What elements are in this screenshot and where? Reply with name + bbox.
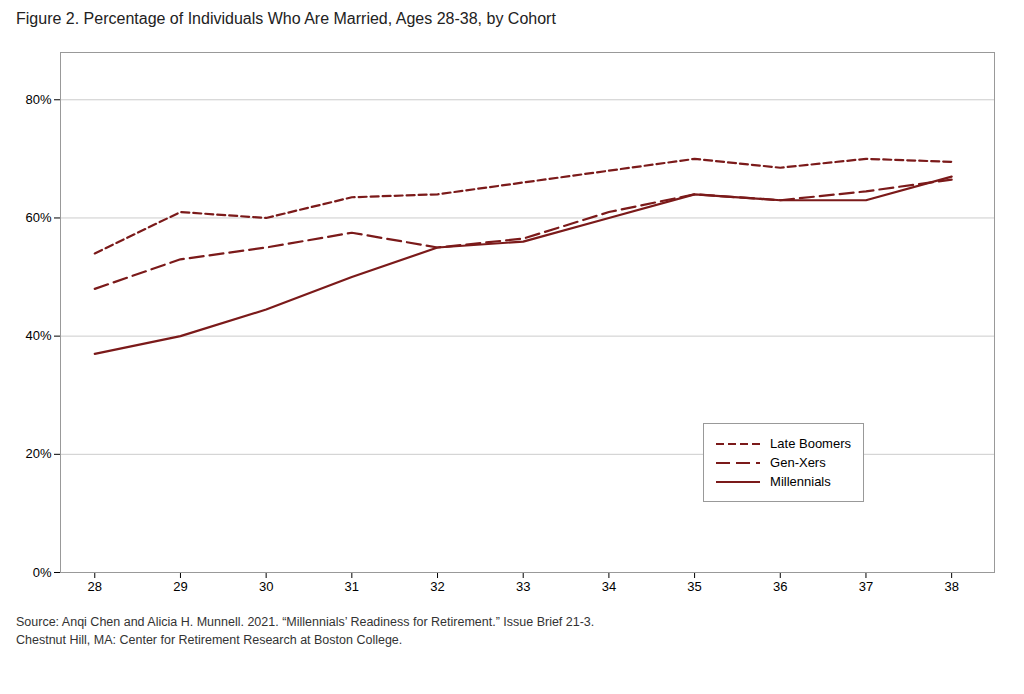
svg-text:31: 31 — [345, 579, 359, 594]
svg-text:38: 38 — [944, 579, 958, 594]
svg-text:40%: 40% — [25, 328, 51, 343]
svg-text:29: 29 — [173, 579, 187, 594]
svg-text:0%: 0% — [33, 565, 52, 580]
html-text:Figure 2. Percentage of Indivi: Figure 2. Percentage of Individuals Who … — [16, 10, 556, 27]
svg-text:28: 28 — [88, 579, 102, 594]
svg-text:37: 37 — [859, 579, 873, 594]
svg-text:34: 34 — [602, 579, 616, 594]
svg-text:36: 36 — [773, 579, 787, 594]
html-text:Chestnut Hill, MA: Center for: Chestnut Hill, MA: Center for Retirement… — [16, 632, 403, 647]
html-text:Millennials: Millennials — [770, 474, 831, 489]
svg-text:33: 33 — [516, 579, 530, 594]
html-text:Gen-Xers: Gen-Xers — [770, 455, 826, 470]
svg-text:20%: 20% — [25, 446, 51, 461]
svg-text:60%: 60% — [25, 210, 51, 225]
svg-text:30: 30 — [259, 579, 273, 594]
html-text:Late Boomers: Late Boomers — [770, 436, 851, 451]
svg-text:32: 32 — [430, 579, 444, 594]
html-text:Source: Anqi Chen and Alicia H: Source: Anqi Chen and Alicia H. Munnell.… — [16, 615, 595, 629]
svg-text:80%: 80% — [25, 92, 51, 107]
svg-text:35: 35 — [687, 579, 701, 594]
